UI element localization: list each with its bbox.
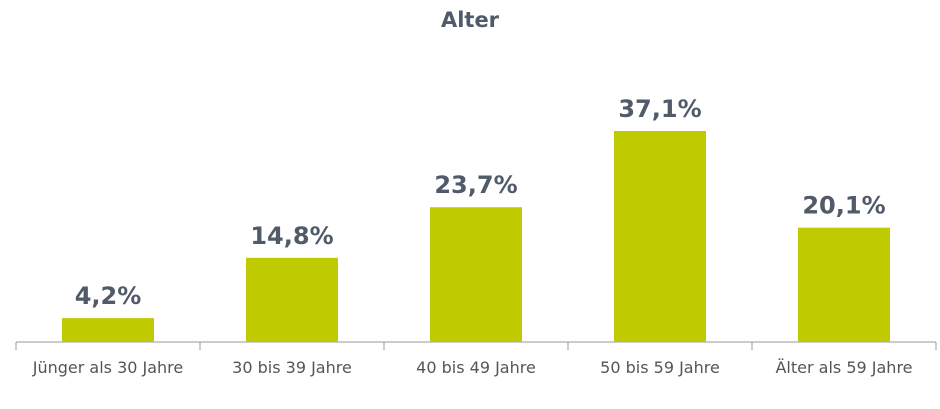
value-label: 23,7% xyxy=(434,171,517,199)
value-label: 20,1% xyxy=(802,192,885,220)
bar xyxy=(430,207,522,342)
x-tick-label: Jünger als 30 Jahre xyxy=(32,358,184,377)
chart-title: Alter xyxy=(440,8,500,32)
x-tick-label: 40 bis 49 Jahre xyxy=(416,358,536,377)
value-label: 37,1% xyxy=(618,95,701,123)
value-label: 14,8% xyxy=(250,222,333,250)
bar xyxy=(62,318,154,342)
bar xyxy=(798,227,890,342)
x-tick-label: 30 bis 39 Jahre xyxy=(232,358,352,377)
x-tick-label: Älter als 59 Jahre xyxy=(775,358,913,377)
bar xyxy=(614,131,706,342)
value-label: 4,2% xyxy=(75,282,142,310)
bar xyxy=(246,257,338,342)
x-tick-label: 50 bis 59 Jahre xyxy=(600,358,720,377)
